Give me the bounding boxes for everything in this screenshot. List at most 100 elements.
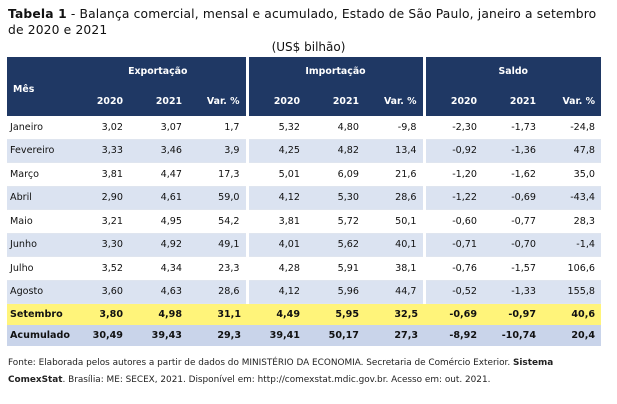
value-cell: -0,71 bbox=[422, 233, 484, 257]
source-note: Fonte: Elaborada pelos autores a partir … bbox=[8, 355, 610, 389]
value-cell: 3,81 bbox=[245, 209, 306, 234]
value-cell: 3,81 bbox=[70, 162, 129, 187]
value-cell: -1,22 bbox=[422, 186, 484, 210]
table-header: Mês Exportação Importação Saldo 2020 202… bbox=[7, 57, 602, 116]
value-cell: 38,1 bbox=[365, 256, 425, 281]
table-caption-text: - Balança comercial, mensal e acumulado,… bbox=[8, 7, 597, 37]
value-cell: 23,3 bbox=[188, 256, 247, 281]
value-cell: 5,62 bbox=[306, 233, 365, 257]
value-cell: 155,8 bbox=[542, 280, 602, 304]
subheader-cell: 2020 bbox=[70, 86, 129, 116]
value-cell: -1,33 bbox=[483, 280, 543, 304]
value-cell: 3,80 bbox=[70, 303, 129, 325]
value-cell: 4,28 bbox=[245, 256, 306, 281]
value-cell: 4,82 bbox=[306, 139, 365, 163]
value-cell: 59,0 bbox=[188, 186, 247, 210]
value-cell: 40,1 bbox=[365, 233, 425, 257]
value-cell: 3,52 bbox=[70, 256, 129, 281]
table-caption-label: Tabela 1 bbox=[8, 7, 67, 21]
highlight-row-september: Setembro 3,80 4,98 31,1 4,49 5,95 32,5 -… bbox=[7, 303, 602, 325]
subheader-cell: 2020 bbox=[245, 86, 306, 116]
value-cell: 28,3 bbox=[542, 209, 602, 234]
value-cell: 50,17 bbox=[306, 325, 365, 346]
subheader-cell: Var. % bbox=[365, 86, 425, 116]
source-bold-title: Sistema ComexStat bbox=[8, 358, 554, 385]
value-cell: 21,6 bbox=[365, 162, 425, 187]
value-cell: 4,12 bbox=[245, 186, 306, 210]
value-cell: 20,4 bbox=[542, 325, 602, 346]
value-cell: 50,1 bbox=[365, 209, 425, 234]
value-cell: 49,1 bbox=[188, 233, 247, 257]
value-cell: -0,60 bbox=[422, 209, 484, 234]
value-cell: -1,73 bbox=[483, 116, 543, 140]
value-cell: -43,4 bbox=[542, 186, 602, 210]
source-text-end: . Brasília: ME: SECEX, 2021. Disponível … bbox=[62, 375, 491, 385]
table-row: Agosto 3,60 4,63 28,6 4,12 5,96 44,7 -0,… bbox=[7, 280, 602, 304]
month-cell: Maio bbox=[7, 209, 70, 234]
value-cell: -10,74 bbox=[483, 325, 543, 346]
value-cell: 106,6 bbox=[542, 256, 602, 281]
value-cell: -0,69 bbox=[483, 186, 543, 210]
value-cell: -8,92 bbox=[424, 325, 484, 346]
month-cell: Agosto bbox=[7, 280, 70, 304]
trade-balance-table: Mês Exportação Importação Saldo 2020 202… bbox=[7, 57, 602, 346]
value-cell: 4,12 bbox=[245, 280, 306, 304]
value-cell: 3,07 bbox=[129, 116, 188, 140]
month-cell: Acumulado bbox=[7, 325, 70, 346]
month-cell: Junho bbox=[7, 233, 70, 257]
value-cell: -1,4 bbox=[542, 233, 602, 257]
table-row: Maio 3,21 4,95 54,2 3,81 5,72 50,1 -0,60… bbox=[7, 209, 602, 234]
value-cell: 47,8 bbox=[542, 139, 602, 163]
value-cell: 30,49 bbox=[70, 325, 129, 346]
source-text: Fonte: Elaborada pelos autores a partir … bbox=[8, 358, 513, 368]
value-cell: 4,61 bbox=[129, 186, 188, 210]
value-cell: 54,2 bbox=[188, 209, 247, 234]
value-cell: 5,96 bbox=[306, 280, 365, 304]
month-cell: Fevereiro bbox=[7, 139, 70, 163]
month-cell: Janeiro bbox=[7, 116, 70, 140]
value-cell: -24,8 bbox=[542, 116, 602, 140]
subheader-cell: Var. % bbox=[542, 86, 602, 116]
header-month: Mês bbox=[7, 57, 70, 116]
table-caption: Tabela 1 - Balança comercial, mensal e a… bbox=[8, 6, 608, 38]
value-cell: 39,43 bbox=[129, 325, 188, 346]
value-cell: 44,7 bbox=[365, 280, 425, 304]
value-cell: 39,41 bbox=[247, 325, 306, 346]
value-cell: 3,60 bbox=[70, 280, 129, 304]
value-cell: 4,98 bbox=[129, 303, 188, 325]
table-row: Junho 3,30 4,92 49,1 4,01 5,62 40,1 -0,7… bbox=[7, 233, 602, 257]
subheader-cell: Var. % bbox=[188, 86, 247, 116]
value-cell: 3,33 bbox=[70, 139, 129, 163]
value-cell: 3,02 bbox=[70, 116, 129, 140]
value-cell: 32,5 bbox=[365, 303, 425, 325]
value-cell: 4,01 bbox=[245, 233, 306, 257]
value-cell: -0,52 bbox=[422, 280, 484, 304]
subheader-cell: 2021 bbox=[129, 86, 188, 116]
subheader-cell: 2021 bbox=[306, 86, 365, 116]
value-cell: -0,92 bbox=[422, 139, 484, 163]
value-cell: 3,30 bbox=[70, 233, 129, 257]
value-cell: -1,62 bbox=[483, 162, 543, 187]
total-row-accumulated: Acumulado 30,49 39,43 29,3 39,41 50,17 2… bbox=[7, 325, 602, 346]
subheader-cell: 2020 bbox=[422, 86, 484, 116]
subheader-row: 2020 2021 Var. % 2020 2021 Var. % 2020 2… bbox=[7, 86, 602, 116]
value-cell: 3,46 bbox=[129, 139, 188, 163]
table-row: Fevereiro 3,33 3,46 3,9 4,25 4,82 13,4 -… bbox=[7, 139, 602, 163]
table-footer: Setembro 3,80 4,98 31,1 4,49 5,95 32,5 -… bbox=[7, 303, 602, 346]
value-cell: 29,3 bbox=[188, 325, 247, 346]
value-cell: 3,9 bbox=[188, 139, 247, 163]
value-cell: 4,92 bbox=[129, 233, 188, 257]
value-cell: 6,09 bbox=[306, 162, 365, 187]
value-cell: 4,25 bbox=[245, 139, 306, 163]
value-cell: 28,6 bbox=[188, 280, 247, 304]
value-cell: 40,6 bbox=[542, 303, 602, 325]
value-cell: -0,69 bbox=[424, 303, 484, 325]
value-cell: -1,57 bbox=[483, 256, 543, 281]
value-cell: -2,30 bbox=[422, 116, 484, 140]
value-cell: 4,47 bbox=[129, 162, 188, 187]
table-row: Julho 3,52 4,34 23,3 4,28 5,91 38,1 -0,7… bbox=[7, 256, 602, 281]
value-cell: 1,7 bbox=[188, 116, 247, 140]
value-cell: 4,63 bbox=[129, 280, 188, 304]
value-cell: 17,3 bbox=[188, 162, 247, 187]
header-group-export: Exportação bbox=[70, 57, 247, 86]
